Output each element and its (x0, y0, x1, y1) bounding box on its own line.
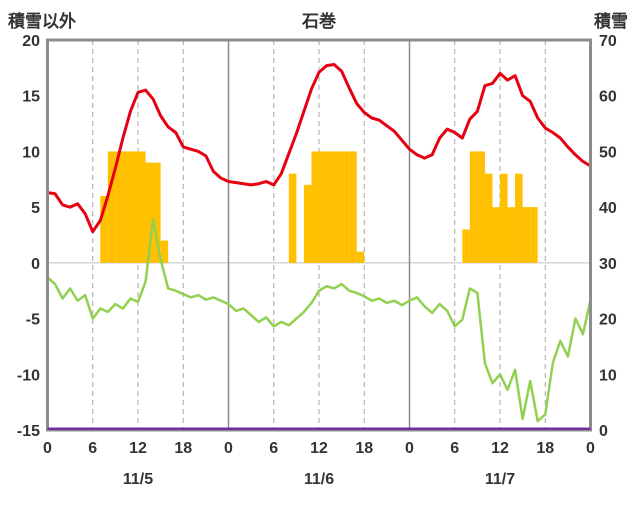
orange-bars (115, 151, 123, 263)
orange-bars (356, 251, 365, 263)
right-axis-tick-label: 40 (599, 200, 617, 217)
orange-bars (492, 207, 500, 263)
orange-bars (469, 151, 478, 263)
orange-bars (515, 173, 523, 263)
left-axis-tick-label: -5 (26, 312, 40, 329)
orange-bars (288, 173, 297, 263)
left-axis-tick-label: 15 (22, 89, 40, 106)
x-axis-tick-label: 18 (355, 440, 373, 457)
orange-bars (500, 173, 508, 263)
orange-bars (507, 207, 516, 263)
orange-bars (341, 151, 350, 263)
orange-bars (153, 162, 161, 263)
x-axis-tick-label: 12 (310, 440, 328, 457)
x-axis-tick-label: 12 (491, 440, 509, 457)
orange-bars (484, 173, 493, 263)
orange-bars (138, 151, 146, 263)
right-axis-tick-label: 0 (599, 423, 608, 440)
x-axis-tick-label: 0 (224, 440, 233, 457)
orange-bars (462, 229, 470, 263)
date-label: 11/5 (123, 471, 153, 488)
left-axis-tick-label: -10 (17, 367, 40, 384)
right-axis-tick-label: 70 (599, 33, 617, 50)
orange-bars (303, 184, 312, 263)
x-axis-tick-label: 0 (586, 440, 595, 457)
right-axis-tick-label: 10 (599, 367, 617, 384)
left-axis-tick-label: 0 (31, 256, 40, 273)
orange-bars (145, 162, 154, 263)
chart-title: 石巻 (301, 11, 336, 31)
x-axis-tick-label: 12 (129, 440, 147, 457)
x-axis-tick-label: 6 (450, 440, 459, 457)
left-axis-tick-label: 5 (31, 200, 40, 217)
orange-bars (349, 151, 357, 263)
orange-bars (160, 240, 169, 263)
right-axis-tick-label: 30 (599, 256, 617, 273)
date-label: 11/6 (304, 471, 334, 488)
green-line (46, 218, 592, 423)
left-axis-tick-label: 10 (22, 144, 40, 161)
x-axis-tick-label: 18 (174, 440, 192, 457)
orange-bars (477, 151, 485, 263)
orange-bars (319, 151, 327, 263)
x-axis-tick-label: 0 (405, 440, 414, 457)
right-axis-tick-label: 20 (599, 312, 617, 329)
x-axis-tick-label: 6 (88, 440, 97, 457)
left-axis-tick-label: 20 (22, 33, 40, 50)
date-label: 11/7 (485, 471, 515, 488)
left-axis-title: 積雪以外 (8, 11, 76, 31)
orange-bars (326, 151, 335, 263)
orange-bars (130, 151, 138, 263)
right-axis-title: 積雪 (594, 11, 628, 31)
x-axis-tick-label: 6 (269, 440, 278, 457)
red-line (46, 63, 592, 234)
orange-bars (311, 151, 319, 263)
orange-bars (334, 151, 342, 263)
orange-bars (530, 207, 538, 263)
right-axis-tick-label: 60 (599, 89, 617, 106)
orange-bars (107, 151, 116, 263)
orange-bars (122, 151, 131, 263)
x-axis-tick-label: 0 (43, 440, 52, 457)
left-axis-tick-label: -15 (17, 423, 40, 440)
orange-bars (100, 196, 108, 263)
right-axis-tick-label: 50 (599, 144, 617, 161)
x-axis-tick-label: 18 (536, 440, 554, 457)
orange-bars (522, 207, 531, 263)
